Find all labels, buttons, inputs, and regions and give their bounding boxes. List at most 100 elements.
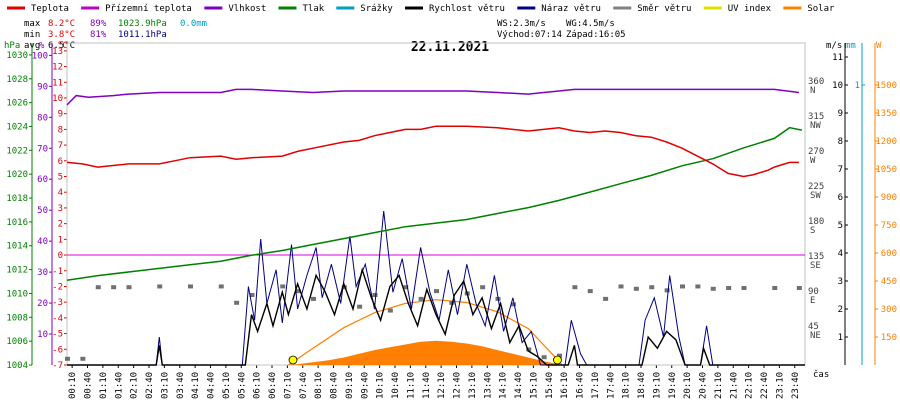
wind-direction-point-10 (280, 284, 286, 289)
x-tick-label-36: 18:10 (622, 372, 632, 399)
stats-min-temp: 3.8°C (48, 30, 75, 40)
wind-direction-point-5 (157, 284, 163, 289)
legend-label-9: Solar (807, 4, 835, 14)
wind-direction-point-15 (372, 293, 378, 297)
wind-gust-line (67, 210, 805, 366)
degc-label-15: 8 (58, 125, 63, 135)
x-tick-label-23: 11:40 (422, 372, 432, 399)
wind-direction-point-3 (111, 285, 117, 290)
hpa-label-0: 1004 (6, 361, 28, 371)
x-tick-label-42: 21:10 (714, 372, 724, 399)
x-tick-label-35: 17:40 (606, 372, 616, 399)
dir-name-label-4: SW (810, 191, 821, 201)
x-tick-label-16: 08:10 (314, 372, 324, 399)
wind-direction-point-13 (341, 285, 347, 290)
wind-direction-point-37 (710, 286, 716, 291)
x-tick-label-0: 00:10 (68, 372, 78, 399)
degc-label-6: -1 (52, 267, 63, 277)
wind-direction-point-18 (418, 296, 424, 301)
ms-label-7: 8 (838, 137, 843, 147)
stats-max-temp: 8.2°C (48, 19, 75, 29)
wind-sun-info: WS:2.3m/s WG:4.5m/s Východ:07:14 Západ:1… (497, 19, 626, 40)
wind-direction-point-29 (587, 289, 593, 294)
degc-label-7: 0 (58, 251, 63, 261)
x-tick-label-5: 02:40 (145, 372, 155, 399)
x-tick-label-7: 03:40 (176, 372, 186, 399)
degc-label-3: -4 (52, 314, 63, 324)
pct-label-8: 90 (37, 82, 48, 92)
w-label-0: 150 (881, 333, 897, 343)
dir-deg-label-2: 135 (808, 252, 824, 262)
wind-direction-point-19 (434, 289, 439, 294)
wind-direction-point-36 (695, 284, 701, 289)
w-label-1: 300 (881, 305, 897, 315)
pct-label-3: 40 (37, 237, 48, 247)
degc-label-1: -6 (52, 345, 63, 355)
x-tick-label-2: 01:10 (99, 372, 109, 399)
axis-ticks: 1004100610081010101210141016101810201022… (6, 47, 897, 371)
w-label-8: 1350 (875, 109, 897, 119)
uv-marker-0 (288, 355, 298, 365)
x-tick-label-22: 11:10 (406, 372, 416, 399)
axis-title-hpa: hPa (4, 41, 20, 51)
x-tick-label-25: 12:40 (453, 372, 463, 399)
wind-direction-point-35 (680, 284, 685, 289)
chart-legend: Teplota Přízemní teplota Vlhkost Tlak Srážky… (7, 4, 835, 14)
stats-min-hum: 81% (90, 30, 107, 40)
wind-direction-point-8 (234, 300, 240, 305)
ms-label-4: 5 (838, 221, 843, 231)
wind-gust-max: WG:4.5m/s (566, 19, 615, 29)
x-tick-label-47: 23:40 (791, 372, 801, 399)
pct-label-0: 10 (37, 330, 48, 340)
x-tick-label-39: 19:40 (668, 372, 678, 399)
legend-label-4: Srážky (360, 4, 393, 14)
dir-name-label-5: W (810, 156, 816, 166)
w-label-9: 1500 (875, 81, 897, 91)
x-tick-label-30: 15:10 (529, 372, 539, 399)
wind-direction-point-6 (188, 284, 193, 289)
x-tick-label-27: 13:40 (483, 372, 493, 399)
x-tick-label-41: 20:40 (699, 372, 709, 399)
hpa-label-12: 1028 (6, 75, 28, 85)
degc-label-5: -2 (52, 282, 63, 292)
x-tick-label-18: 09:10 (345, 372, 355, 399)
legend-label-5: Rychlost větru (429, 4, 505, 14)
x-tick-label-21: 10:40 (391, 372, 401, 399)
wind-direction-point-30 (603, 296, 609, 301)
wind-direction-point-9 (249, 293, 255, 297)
x-tick-label-43: 21:40 (729, 372, 739, 399)
x-tick-label-6: 03:10 (160, 372, 170, 399)
dir-name-label-0: NE (810, 331, 821, 341)
dir-deg-label-7: 360 (808, 77, 824, 87)
axis-title-degc: °C (57, 41, 68, 51)
x-tick-label-33: 16:40 (576, 372, 586, 399)
x-tick-label-38: 19:10 (652, 372, 662, 399)
legend-label-3: Tlak (303, 4, 325, 14)
solar-theoretical-curve (288, 299, 563, 366)
wind-direction-point-27 (557, 353, 562, 358)
x-tick-label-8: 04:10 (191, 372, 201, 399)
pct-label-4: 50 (37, 206, 48, 216)
pct-label-5: 60 (37, 175, 48, 185)
degc-label-11: 4 (58, 188, 63, 198)
wind-direction-point-4 (126, 285, 132, 290)
w-label-3: 600 (881, 249, 897, 259)
x-tick-label-32: 16:10 (560, 372, 570, 399)
ms-label-1: 2 (838, 305, 843, 315)
ms-label-0: 1 (838, 333, 843, 343)
hpa-label-4: 1012 (6, 266, 28, 276)
dir-deg-label-5: 270 (808, 147, 824, 157)
wind-direction-point-31 (618, 284, 624, 289)
stats-min-label: min (24, 30, 40, 40)
degc-label-12: 5 (58, 173, 63, 183)
hpa-label-7: 1018 (6, 194, 28, 204)
humidity-line (66, 88, 799, 106)
x-tick-label-13: 06:40 (268, 372, 278, 399)
x-tick-label-29: 14:40 (514, 372, 524, 399)
degc-label-0: -7 (52, 361, 63, 371)
legend-label-7: Směr větru (637, 4, 691, 14)
wind-direction-point-38 (726, 286, 732, 290)
x-tick-label-44: 22:10 (745, 372, 755, 399)
degc-label-18: 11 (52, 78, 63, 88)
